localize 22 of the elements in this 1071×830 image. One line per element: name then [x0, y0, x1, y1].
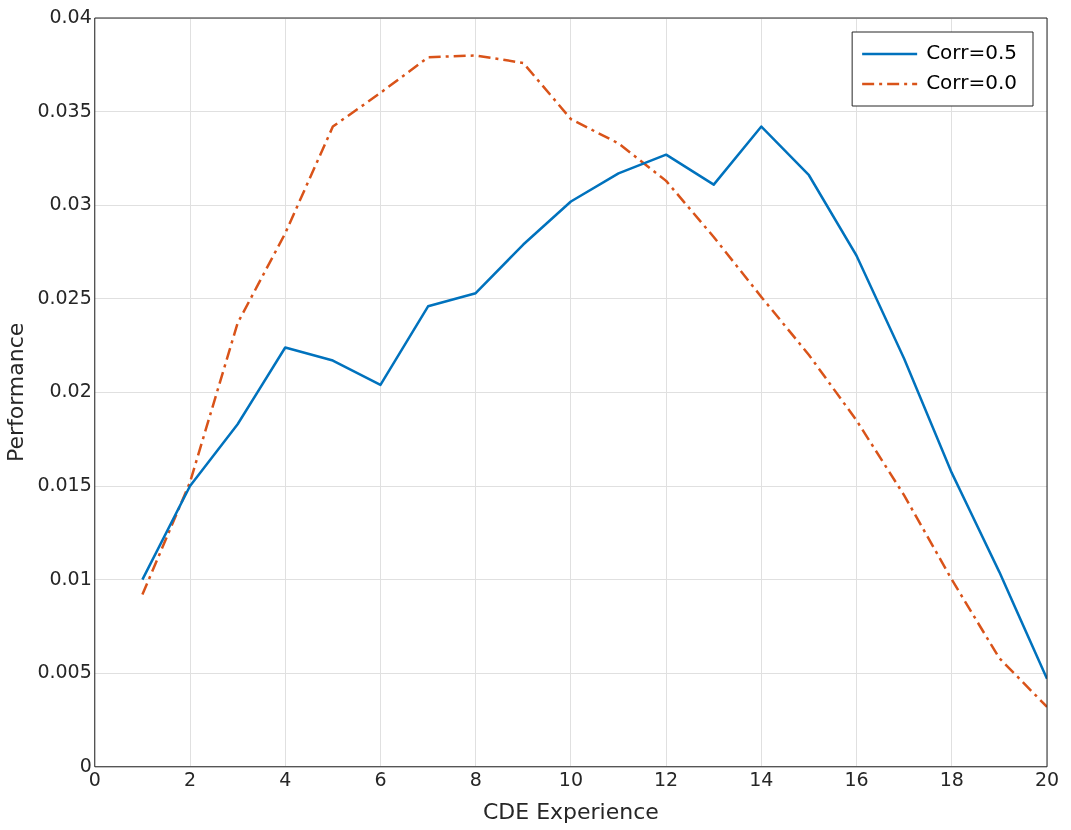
y-tick-label: 0.02 — [49, 379, 92, 402]
x-tick-label: 16 — [844, 768, 869, 791]
y-tick-label: 0.025 — [37, 285, 92, 308]
x-tick-label: 4 — [279, 768, 292, 791]
x-tick-label: 12 — [654, 768, 679, 791]
y-tick-label: 0.015 — [37, 472, 92, 495]
x-tick-label: 14 — [749, 768, 774, 791]
y-axis-title: Performance — [2, 322, 28, 463]
x-tick-label: 8 — [469, 768, 482, 791]
x-axis-title: CDE Experience — [482, 798, 659, 824]
legend-label: Corr=0.5 — [926, 40, 1017, 65]
x-tick-label: 10 — [558, 768, 583, 791]
y-tick-label: 0.01 — [49, 566, 92, 589]
legend-label: Corr=0.0 — [926, 70, 1017, 95]
y-tick-label: 0.035 — [37, 98, 92, 121]
x-tick-label: 2 — [183, 768, 197, 791]
y-tick-label: 0.005 — [37, 660, 92, 683]
y-tick-label: 0.04 — [49, 4, 92, 27]
x-tick-label: 6 — [374, 768, 387, 791]
x-tick-label: 20 — [1034, 768, 1060, 791]
y-tick-label: 0.03 — [49, 192, 92, 215]
x-tick-label: 18 — [939, 768, 964, 791]
